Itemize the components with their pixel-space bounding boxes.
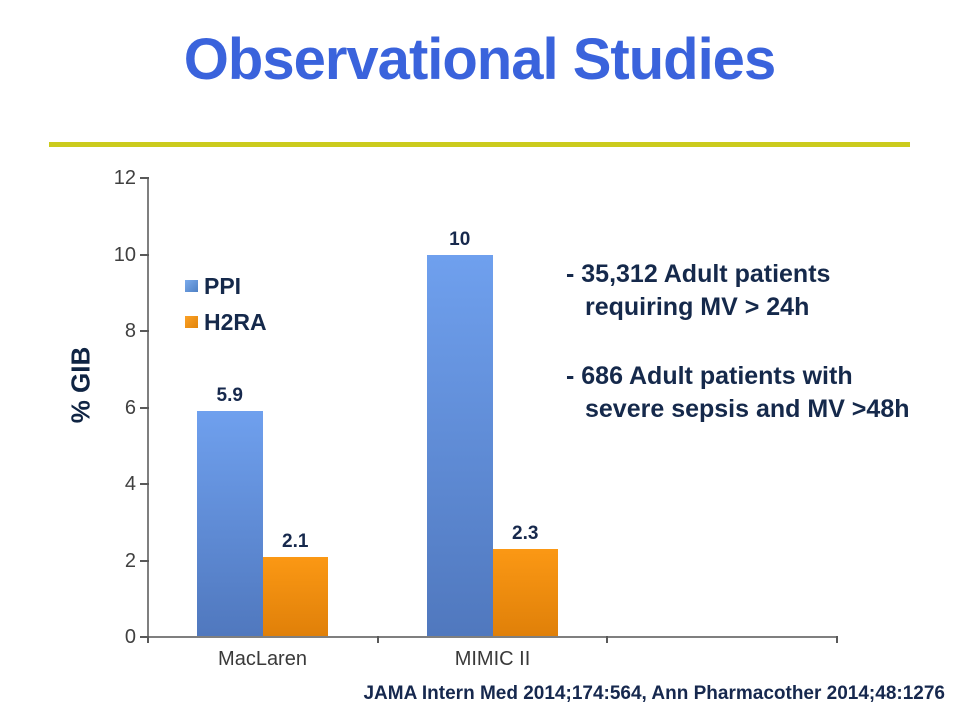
y-tick bbox=[140, 406, 149, 409]
bar-h2ra-1 bbox=[492, 549, 558, 636]
y-tick-label: 0 bbox=[124, 626, 136, 648]
annotation-line: severe sepsis and MV >48h bbox=[585, 395, 910, 423]
y-tick-label: 6 bbox=[124, 396, 136, 419]
legend-label-ppi: PPI bbox=[204, 272, 242, 299]
annotation-line: requiring MV > 24h bbox=[585, 293, 810, 321]
y-tick bbox=[140, 253, 149, 256]
y-tick bbox=[140, 483, 149, 485]
bar-value-label: 10 bbox=[449, 228, 471, 250]
annotation-line: - 35,312 Adult patients bbox=[566, 260, 831, 288]
category-label: MIMIC II bbox=[454, 648, 531, 670]
slide-title: Observational Studies bbox=[183, 27, 776, 92]
y-tick-label: 10 bbox=[113, 243, 136, 266]
bar-h2ra-0 bbox=[262, 556, 328, 636]
y-tick bbox=[140, 330, 149, 332]
x-axis-tick bbox=[376, 636, 379, 643]
y-tick bbox=[140, 177, 149, 179]
bar-ppi-1 bbox=[427, 254, 493, 636]
legend: PPI H2RA bbox=[185, 268, 267, 340]
bar-value-label: 2.3 bbox=[512, 523, 539, 545]
y-tick-label: 4 bbox=[124, 473, 136, 495]
y-tick bbox=[140, 559, 149, 562]
category-label: MacLaren bbox=[218, 648, 307, 670]
bar-value-label: 5.9 bbox=[216, 385, 243, 407]
y-tick-label: 2 bbox=[124, 549, 136, 572]
annotation-mimic: - 686 Adult patients with severe sepsis … bbox=[566, 360, 951, 426]
legend-swatch-h2ra bbox=[185, 316, 198, 328]
legend-row-ppi: PPI bbox=[185, 268, 267, 304]
y-tick-label: 8 bbox=[124, 320, 136, 342]
bar-ppi-0 bbox=[197, 411, 263, 636]
annotation-maclaren: - 35,312 Adult patients requiring MV > 2… bbox=[566, 258, 951, 324]
annotation-line: - 686 Adult patients with bbox=[566, 362, 853, 390]
legend-label-h2ra: H2RA bbox=[204, 308, 267, 335]
x-axis-tick bbox=[836, 636, 838, 643]
y-tick-label: 12 bbox=[113, 167, 136, 189]
legend-row-h2ra: H2RA bbox=[185, 304, 267, 340]
x-axis-tick bbox=[606, 636, 609, 643]
legend-swatch-ppi bbox=[185, 280, 198, 292]
x-axis-line bbox=[147, 636, 837, 638]
bar-value-label: 2.1 bbox=[282, 530, 309, 552]
title-underline bbox=[49, 142, 910, 147]
y-tick bbox=[140, 636, 149, 638]
x-axis-tick bbox=[147, 636, 149, 643]
citation: JAMA Intern Med 2014;174:564, Ann Pharma… bbox=[363, 683, 945, 704]
